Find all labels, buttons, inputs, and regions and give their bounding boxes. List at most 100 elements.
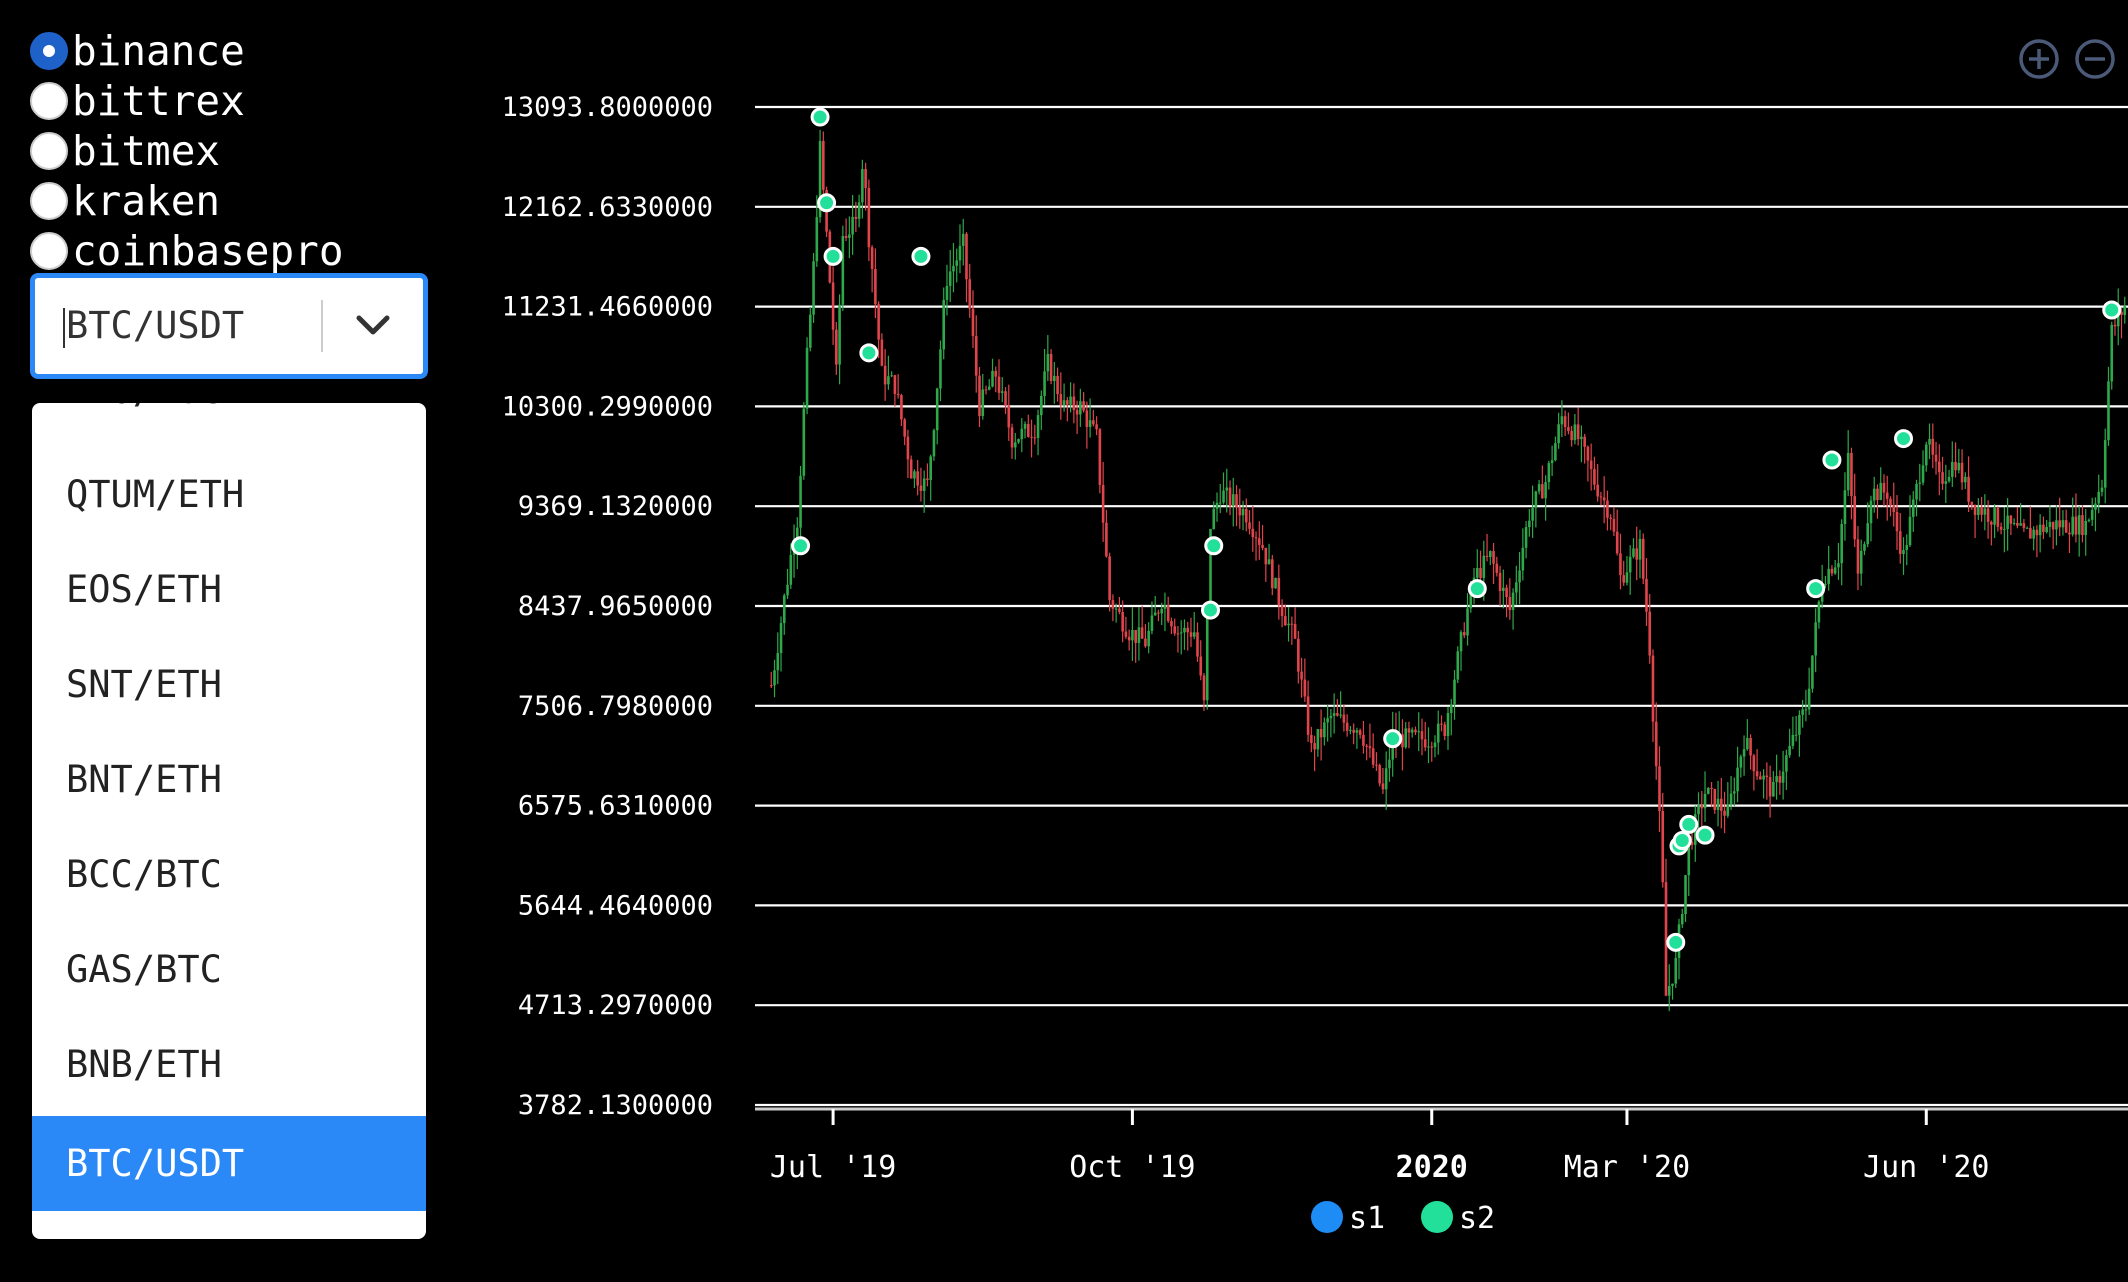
candle [1124, 616, 1128, 640]
menu-item-qtum-eth[interactable]: QTUM/ETH [66, 473, 245, 516]
exchange-option-kraken[interactable]: kraken [30, 176, 344, 226]
legend-label-s1: s1 [1349, 1201, 1385, 1236]
candle [1433, 735, 1437, 758]
candle-body [958, 245, 962, 261]
candle-body [1469, 584, 1473, 609]
candle [2120, 307, 2123, 339]
candle [2084, 509, 2088, 556]
candle-body [1036, 415, 1040, 438]
menu-item-eos-eth[interactable]: EOS/ETH [66, 568, 222, 611]
candle-body [1625, 572, 1629, 583]
menu-item-gas-btc[interactable]: GAS/BTC [66, 948, 222, 991]
candle-body [1336, 713, 1339, 716]
candle [2016, 507, 2019, 529]
menu-item-bnt-eth[interactable]: BNT/ETH [66, 758, 222, 801]
candle-body [939, 349, 942, 389]
exchange-option-binance[interactable]: binance [30, 26, 344, 76]
candle [1654, 702, 1658, 780]
candle [1667, 964, 1671, 1012]
candle-body [1079, 401, 1082, 415]
candle-body [1378, 765, 1381, 784]
candle-body [1179, 632, 1183, 634]
chevron-down-icon[interactable] [323, 315, 423, 337]
candle [2123, 296, 2127, 324]
candle-body [1765, 775, 1769, 778]
candle [1427, 727, 1430, 764]
candle-body [1544, 482, 1547, 499]
candle-body [965, 233, 968, 280]
candle [1960, 449, 1964, 490]
candle-body [1284, 616, 1287, 626]
candle [1544, 475, 1547, 521]
zoom-in-icon[interactable] [2018, 38, 2060, 84]
candle [1931, 423, 1935, 469]
candle-body [1124, 631, 1128, 637]
radio-button[interactable] [30, 82, 68, 120]
candle [2074, 493, 2078, 543]
candle-body [1186, 627, 1190, 633]
exchange-option-bittrex[interactable]: bittrex [30, 76, 344, 126]
candle-body [779, 623, 783, 654]
candle [2068, 522, 2071, 554]
candle-body [1697, 804, 1700, 815]
candle-body [1033, 437, 1037, 439]
candle-body [1993, 507, 1996, 525]
candle-body [1755, 771, 1759, 777]
pair-select-value[interactable]: BTC/USDT [63, 304, 321, 348]
menu-item-snt-eth[interactable]: SNT/ETH [66, 663, 222, 706]
candle [1147, 622, 1150, 654]
candle-body [1687, 841, 1691, 876]
radio-button[interactable] [30, 132, 68, 170]
candle [2038, 514, 2042, 553]
candle-body [1459, 632, 1463, 652]
candle [2048, 505, 2052, 538]
exchange-option-coinbasepro[interactable]: coinbasepro [30, 226, 344, 276]
menu-item-bnb-eth[interactable]: BNB/ETH [66, 1043, 222, 1086]
signal-marker [817, 193, 837, 213]
candle-body [1072, 396, 1076, 410]
candle [906, 429, 910, 479]
candle [2100, 479, 2104, 497]
candle [1033, 424, 1037, 445]
menu-item-bcc-btc[interactable]: BCC/BTC [66, 853, 222, 896]
candle-body [1345, 722, 1349, 731]
candle-body [1339, 714, 1342, 716]
candle-body [870, 247, 874, 269]
candle-body [1108, 556, 1111, 601]
candle [1697, 792, 1700, 835]
candle [2107, 366, 2110, 446]
radio-button-checked[interactable] [30, 32, 68, 70]
zoom-out-icon[interactable] [2074, 38, 2116, 84]
candle-body [1622, 575, 1625, 583]
candle-body [1733, 791, 1736, 794]
candle [1179, 620, 1183, 655]
candle [1843, 472, 1847, 541]
candle [1947, 469, 1951, 483]
candle [1378, 763, 1381, 787]
candle-body [1947, 476, 1951, 482]
pair-select[interactable]: BTC/USDT [30, 273, 428, 379]
menu-item-btc-usdt[interactable]: BTC/USDT [32, 1116, 426, 1211]
candle [1355, 727, 1359, 749]
candle-body [2068, 532, 2071, 535]
menu-item-neo-btc[interactable]: NEO/BTC [32, 403, 426, 438]
candle [1066, 397, 1069, 422]
exchange-option-bitmex[interactable]: bitmex [30, 126, 344, 176]
candle-body [1287, 623, 1290, 626]
candle-body [1531, 507, 1534, 521]
radio-button[interactable] [30, 182, 68, 220]
candle [1993, 504, 1996, 539]
candle-body [809, 314, 812, 348]
candle [1892, 482, 1896, 527]
candle-body [1658, 766, 1661, 812]
candle-body [1902, 550, 1905, 554]
candle-body [1053, 375, 1056, 382]
candle-body [2016, 522, 2019, 526]
candle-body [1615, 531, 1619, 554]
signal-marker [1695, 825, 1715, 845]
candle-body [2123, 305, 2127, 316]
radio-button[interactable] [30, 232, 68, 270]
candle [1062, 383, 1066, 412]
candle-body [2019, 523, 2022, 526]
